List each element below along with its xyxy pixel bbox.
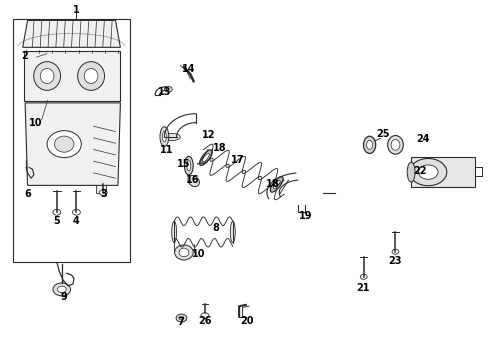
Text: 9: 9 [61,292,68,302]
Circle shape [176,314,187,322]
Ellipse shape [188,176,199,186]
Text: 5: 5 [53,216,60,226]
Polygon shape [25,103,121,185]
Circle shape [99,190,107,195]
Text: 6: 6 [24,189,31,199]
Text: 24: 24 [416,134,430,144]
Ellipse shape [367,140,372,149]
Circle shape [73,210,80,215]
Ellipse shape [388,135,403,154]
Text: 23: 23 [389,256,402,266]
Text: 4: 4 [73,216,80,226]
Ellipse shape [40,68,54,84]
Ellipse shape [202,153,209,162]
Text: 11: 11 [160,144,173,154]
Circle shape [164,86,172,92]
Ellipse shape [172,221,176,243]
Circle shape [201,313,209,319]
Ellipse shape [47,131,81,158]
Text: 14: 14 [182,64,196,74]
Ellipse shape [174,245,193,260]
Ellipse shape [184,156,193,175]
Text: 22: 22 [413,166,427,176]
Text: 3: 3 [100,189,107,199]
Text: 16: 16 [186,175,199,185]
Ellipse shape [54,136,74,152]
Ellipse shape [162,131,166,142]
Ellipse shape [163,134,180,140]
Text: 20: 20 [241,316,254,325]
Text: 10: 10 [29,118,43,128]
Ellipse shape [160,127,169,147]
Circle shape [410,158,447,186]
Ellipse shape [187,161,191,171]
Text: 19: 19 [299,211,313,221]
Text: 21: 21 [357,283,370,293]
Circle shape [179,316,184,320]
Text: 12: 12 [201,130,215,140]
Circle shape [53,283,71,296]
Ellipse shape [199,150,212,165]
Text: 15: 15 [177,159,191,169]
Text: 18: 18 [213,143,226,153]
Text: 13: 13 [158,87,171,97]
Circle shape [57,286,66,293]
Text: 2: 2 [21,51,27,61]
Ellipse shape [34,62,61,90]
Circle shape [360,274,367,279]
Circle shape [53,210,61,215]
Text: 10: 10 [192,248,205,258]
Ellipse shape [270,177,283,192]
Ellipse shape [391,139,400,150]
Text: 25: 25 [376,129,390,139]
Ellipse shape [364,136,376,153]
Text: 1: 1 [73,5,80,15]
Polygon shape [96,185,106,193]
Text: 17: 17 [231,155,245,165]
Text: 8: 8 [212,224,219,233]
Text: 18: 18 [266,179,280,189]
Circle shape [418,165,438,179]
Polygon shape [24,51,121,101]
Circle shape [392,249,399,254]
Ellipse shape [230,221,235,243]
Ellipse shape [273,180,280,189]
Text: 26: 26 [198,316,212,325]
Ellipse shape [179,248,189,257]
Polygon shape [411,157,475,187]
Ellipse shape [84,68,98,84]
Bar [13,19,130,262]
Polygon shape [23,21,121,47]
Text: 7: 7 [177,317,184,327]
Ellipse shape [77,62,104,90]
Ellipse shape [407,162,415,182]
